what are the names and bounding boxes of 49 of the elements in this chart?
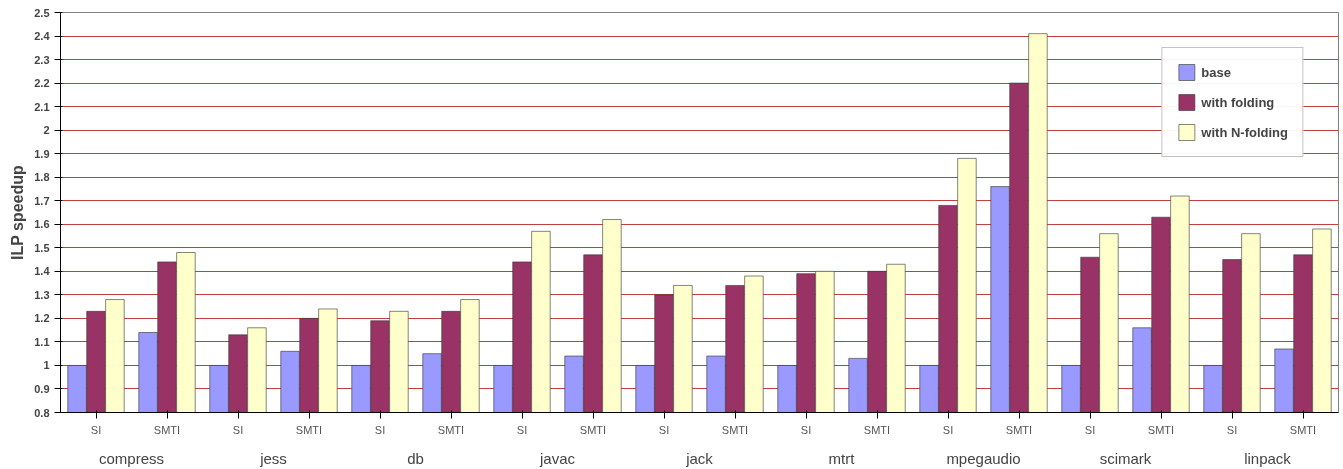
x-tick-label: SMTI: [863, 423, 891, 436]
y-tick-label: 1.7: [34, 194, 50, 207]
x-tick-label: SI: [942, 423, 954, 436]
y-axis-title: ILP speedup: [9, 165, 27, 261]
x-tick-label: SI: [1084, 423, 1096, 436]
text: mtrt: [828, 449, 856, 467]
x-tick-label: SMTI: [153, 423, 181, 436]
x-tick-label: SMTI: [1005, 423, 1033, 436]
legend-label: base: [1201, 64, 1231, 80]
y-tick-label: 1.3: [34, 288, 50, 301]
text: javac: [538, 449, 576, 467]
y-tick-label: 0.9: [34, 382, 50, 395]
x-tick-label: SMTI: [721, 423, 749, 436]
x-tick-label: SMTI: [1147, 423, 1175, 436]
text: compress: [98, 449, 165, 467]
x-tick-label: SMTI: [295, 423, 323, 436]
x-tick-label: SMTI: [1289, 423, 1317, 436]
x-tick-label: SMTI: [437, 423, 465, 436]
y-tick-label: 1.9: [34, 147, 50, 160]
legend-label: with N-folding: [1201, 124, 1288, 140]
y-tick-label: 2.3: [34, 53, 50, 66]
text: scimark: [1099, 449, 1152, 467]
x-tick-label: SMTI: [579, 423, 607, 436]
x-tick-label: SI: [1226, 423, 1238, 436]
x-tick-label: SI: [658, 423, 670, 436]
x-tick-label: SI: [800, 423, 812, 436]
text: jess: [259, 449, 287, 467]
y-tick-label: 0.8: [34, 406, 50, 419]
y-tick-label: 1.4: [34, 265, 51, 278]
y-tick-label: 2: [43, 124, 50, 137]
x-tick-label: SI: [374, 423, 386, 436]
y-tick-label: 2.2: [34, 77, 50, 90]
text: jack: [685, 449, 714, 467]
y-tick-label: 2.5: [34, 6, 50, 19]
y-tick-label: 1.5: [34, 241, 50, 254]
text: db: [407, 449, 424, 467]
text: mpegaudio: [946, 449, 1021, 467]
y-tick-label: 2.1: [34, 100, 50, 113]
x-tick-label: SI: [90, 423, 102, 436]
y-tick-label: 1.6: [34, 218, 50, 231]
text: linpack: [1244, 449, 1292, 467]
y-tick-label: 1.8: [34, 171, 50, 184]
x-tick-label: SI: [516, 423, 528, 436]
y-tick-label: 2.4: [34, 30, 51, 43]
legend-label: with folding: [1201, 94, 1275, 110]
y-tick-label: 1: [43, 359, 50, 372]
x-tick-label: SI: [232, 423, 244, 436]
y-tick-label: 1.1: [34, 335, 50, 348]
y-tick-label: 1.2: [34, 312, 50, 325]
